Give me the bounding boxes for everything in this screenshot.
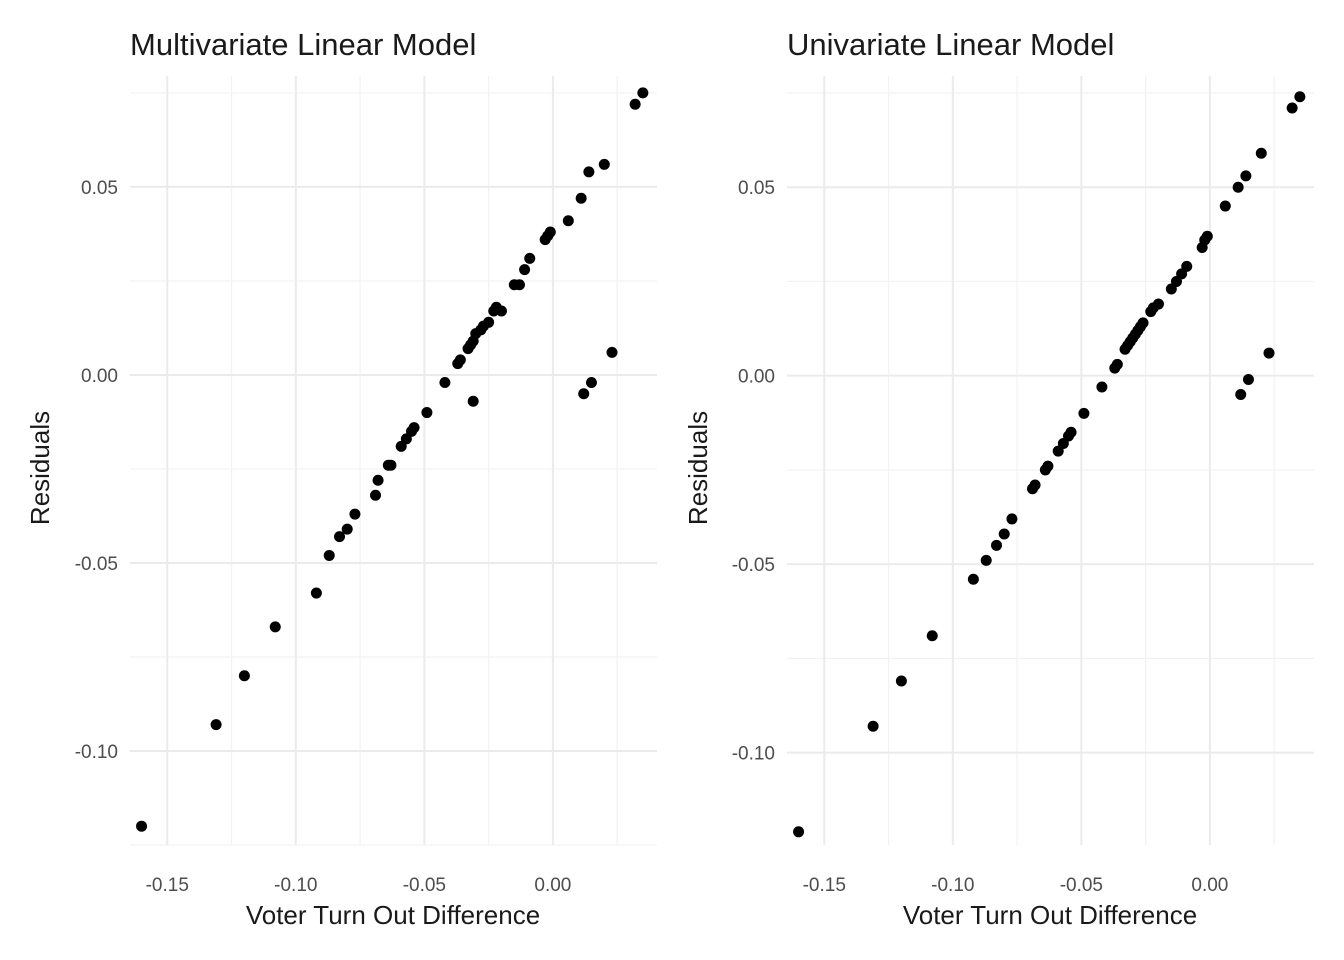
univariate-x-tick-label: -0.15 bbox=[803, 875, 846, 896]
multivariate-x-tick-label: -0.05 bbox=[403, 875, 446, 896]
multivariate-data-point bbox=[310, 587, 322, 599]
multivariate-data-point bbox=[341, 523, 353, 535]
univariate-data-point bbox=[1263, 347, 1275, 359]
multivariate-data-point bbox=[578, 388, 590, 400]
multivariate-data-point bbox=[238, 670, 250, 682]
multivariate-data-point bbox=[269, 621, 281, 633]
univariate-panel: -0.15 -0.10 -0.05 0.00 -0.10 -0.05 0.00 0.05 U… bbox=[683, 27, 1314, 930]
multivariate-grid bbox=[130, 76, 657, 846]
univariate-data-point bbox=[998, 528, 1010, 540]
univariate-data-point bbox=[1111, 358, 1123, 370]
multivariate-data-point bbox=[637, 87, 649, 99]
univariate-data-point bbox=[967, 573, 979, 585]
multivariate-data-point bbox=[467, 395, 479, 407]
univariate-data-point bbox=[1152, 298, 1164, 310]
multivariate-y-ticks: -0.10 -0.05 0.00 0.05 bbox=[75, 178, 118, 763]
multivariate-data-point bbox=[513, 279, 525, 291]
univariate-data-point bbox=[793, 826, 805, 838]
univariate-y-axis-title: Residuals bbox=[683, 411, 713, 525]
multivariate-data-point bbox=[372, 474, 384, 486]
univariate-data-point bbox=[1078, 407, 1090, 419]
univariate-x-tick-label: 0.00 bbox=[1191, 875, 1228, 896]
univariate-data-point bbox=[1137, 317, 1149, 329]
multivariate-data-point bbox=[349, 508, 361, 520]
univariate-data-point bbox=[1181, 260, 1193, 272]
multivariate-data-point bbox=[136, 820, 148, 832]
univariate-title: Univariate Linear Model bbox=[787, 27, 1114, 62]
multivariate-data-point bbox=[323, 549, 335, 561]
multivariate-x-ticks: -0.15 -0.10 -0.05 0.00 bbox=[146, 875, 572, 896]
univariate-data-point bbox=[867, 720, 879, 732]
multivariate-x-tick-label: -0.10 bbox=[274, 875, 317, 896]
multivariate-data-point bbox=[524, 252, 536, 264]
multivariate-x-tick-label: -0.15 bbox=[146, 875, 189, 896]
multivariate-points bbox=[136, 87, 649, 832]
univariate-data-point bbox=[1006, 513, 1018, 525]
univariate-y-tick-label: -0.10 bbox=[732, 744, 775, 765]
univariate-data-point bbox=[1065, 426, 1077, 438]
multivariate-data-point bbox=[334, 531, 346, 543]
univariate-data-point bbox=[1242, 373, 1254, 385]
multivariate-data-point bbox=[575, 192, 587, 204]
multivariate-data-point bbox=[495, 305, 507, 317]
multivariate-data-point bbox=[483, 316, 495, 328]
univariate-data-point bbox=[1096, 381, 1108, 393]
univariate-y-tick-label: 0.00 bbox=[738, 367, 775, 388]
multivariate-y-tick-label: -0.05 bbox=[75, 554, 118, 575]
multivariate-data-point bbox=[562, 215, 574, 227]
univariate-data-point bbox=[1232, 181, 1244, 193]
multivariate-data-point bbox=[583, 166, 595, 178]
multivariate-data-point bbox=[519, 264, 531, 276]
univariate-x-tick-label: -0.05 bbox=[1060, 875, 1103, 896]
multivariate-x-axis-title: Voter Turn Out Difference bbox=[246, 900, 540, 930]
univariate-data-point bbox=[1219, 200, 1231, 212]
univariate-y-tick-label: -0.05 bbox=[732, 555, 775, 576]
multivariate-data-point bbox=[598, 158, 610, 170]
multivariate-data-point bbox=[439, 376, 451, 388]
univariate-data-point bbox=[1294, 91, 1306, 103]
univariate-x-tick-label: -0.10 bbox=[931, 875, 974, 896]
multivariate-x-tick-label: 0.00 bbox=[534, 875, 571, 896]
univariate-data-point bbox=[1286, 102, 1298, 114]
univariate-grid bbox=[787, 76, 1314, 845]
multivariate-data-point bbox=[454, 354, 466, 366]
univariate-data-point bbox=[1235, 389, 1247, 401]
multivariate-data-point bbox=[629, 98, 641, 110]
multivariate-data-point bbox=[408, 422, 420, 434]
univariate-points bbox=[793, 91, 1306, 838]
univariate-data-point bbox=[926, 630, 938, 642]
multivariate-panel: -0.15 -0.10 -0.05 0.00 -0.10 -0.05 0.00 0.05 M… bbox=[25, 27, 657, 930]
multivariate-data-point bbox=[210, 719, 222, 731]
univariate-data-point bbox=[980, 554, 992, 566]
multivariate-data-point bbox=[606, 346, 618, 358]
multivariate-y-tick-label: -0.10 bbox=[75, 742, 118, 763]
multivariate-y-axis-title: Residuals bbox=[25, 411, 55, 525]
multivariate-data-point bbox=[385, 459, 397, 471]
multivariate-y-tick-label: 0.00 bbox=[81, 366, 118, 387]
univariate-y-tick-label: 0.05 bbox=[738, 178, 775, 199]
univariate-data-point bbox=[1042, 460, 1054, 472]
univariate-data-point bbox=[991, 539, 1003, 551]
univariate-data-point bbox=[1201, 230, 1213, 242]
univariate-data-point bbox=[1240, 170, 1252, 182]
multivariate-title: Multivariate Linear Model bbox=[130, 27, 476, 62]
multivariate-data-point bbox=[585, 376, 597, 388]
multivariate-data-point bbox=[421, 407, 433, 419]
multivariate-y-tick-label: 0.05 bbox=[81, 178, 118, 199]
univariate-y-ticks: -0.10 -0.05 0.00 0.05 bbox=[732, 178, 775, 764]
multivariate-data-point bbox=[370, 489, 382, 501]
multivariate-data-point bbox=[544, 226, 556, 238]
univariate-x-axis-title: Voter Turn Out Difference bbox=[903, 900, 1197, 930]
univariate-data-point bbox=[1029, 479, 1041, 491]
univariate-x-ticks: -0.15 -0.10 -0.05 0.00 bbox=[803, 875, 1229, 896]
univariate-data-point bbox=[895, 675, 907, 687]
univariate-data-point bbox=[1255, 147, 1267, 159]
